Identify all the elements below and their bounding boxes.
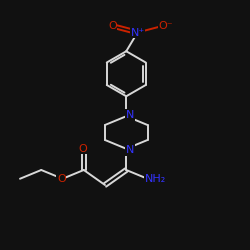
Text: O: O [57,174,66,184]
Text: NH₂: NH₂ [144,174,166,184]
Text: O: O [108,21,117,31]
Text: O: O [78,144,87,154]
Text: N⁺: N⁺ [130,28,144,38]
Text: O⁻: O⁻ [158,21,173,31]
Text: N: N [126,110,134,120]
Text: N: N [126,145,134,155]
